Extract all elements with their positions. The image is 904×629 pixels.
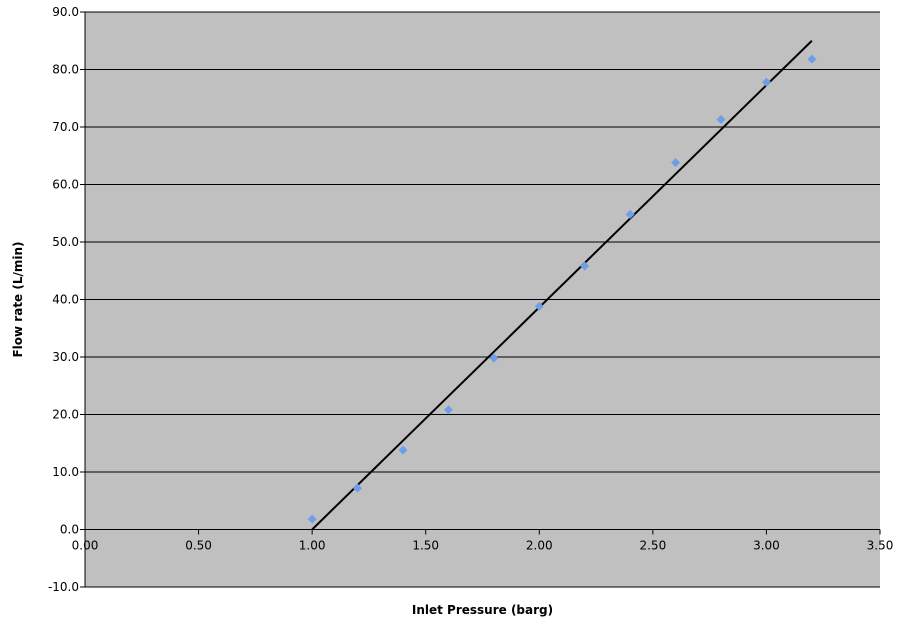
y-tick-label: 0.0 <box>60 523 79 537</box>
y-tick-label: 10.0 <box>52 465 79 479</box>
data-point <box>307 514 317 524</box>
data-points <box>307 54 817 524</box>
data-point <box>353 483 363 493</box>
data-point <box>625 209 635 219</box>
x-tick-label: 1.50 <box>412 539 439 553</box>
x-tick-label: 0.00 <box>72 539 99 553</box>
y-tick-label: -10.0 <box>48 580 79 594</box>
data-point <box>580 261 590 271</box>
y-tick-label: 50.0 <box>52 235 79 249</box>
y-tick-label: 30.0 <box>52 350 79 364</box>
y-axis-title: Flow rate (L/min) <box>11 241 25 357</box>
gridlines <box>85 11 880 588</box>
data-point <box>489 353 499 363</box>
x-tick-label: 3.50 <box>867 539 894 553</box>
x-tick-label: 3.00 <box>753 539 780 553</box>
y-tick-label: 60.0 <box>52 178 79 192</box>
y-tick-label: 70.0 <box>52 120 79 134</box>
data-point <box>807 54 817 64</box>
y-axis-ticks: -10.0 0.0 10.0 20.0 30.0 40.0 50.0 60.0 70.0 80.0… <box>48 5 85 594</box>
x-axis-ticks: 0.00 0.50 1.00 1.50 2.00 2.50 3.00 3.50 <box>72 529 894 553</box>
data-point <box>716 115 726 125</box>
x-tick-label: 2.50 <box>639 539 666 553</box>
x-tick-label: 2.00 <box>526 539 553 553</box>
data-point <box>761 77 771 87</box>
x-axis-title: Inlet Pressure (barg) <box>412 603 553 617</box>
y-tick-label: 80.0 <box>52 63 79 77</box>
trendline <box>311 40 813 531</box>
x-tick-label: 1.00 <box>299 539 326 553</box>
data-point <box>671 158 681 168</box>
x-tick-label: 0.50 <box>185 539 212 553</box>
data-point <box>443 405 453 415</box>
y-tick-label: 90.0 <box>52 5 79 19</box>
y-tick-label: 40.0 <box>52 293 79 307</box>
data-point <box>534 301 544 311</box>
y-tick-label: 20.0 <box>52 408 79 422</box>
data-point <box>398 445 408 455</box>
